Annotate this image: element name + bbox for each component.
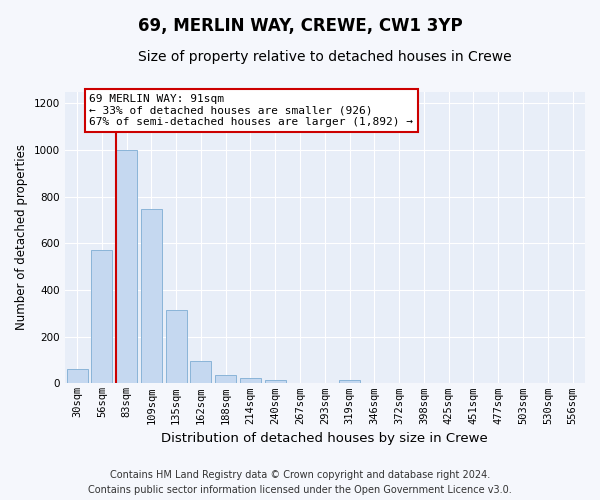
Bar <box>265 380 286 384</box>
Bar <box>116 150 137 384</box>
Bar <box>67 369 88 384</box>
Bar <box>91 250 112 384</box>
Bar <box>339 380 360 384</box>
Y-axis label: Number of detached properties: Number of detached properties <box>15 144 28 330</box>
X-axis label: Distribution of detached houses by size in Crewe: Distribution of detached houses by size … <box>161 432 488 445</box>
Bar <box>240 378 261 384</box>
Title: Size of property relative to detached houses in Crewe: Size of property relative to detached ho… <box>138 50 512 64</box>
Text: Contains HM Land Registry data © Crown copyright and database right 2024.
Contai: Contains HM Land Registry data © Crown c… <box>88 470 512 495</box>
Bar <box>190 361 211 384</box>
Bar <box>166 310 187 384</box>
Bar <box>141 210 162 384</box>
Text: 69, MERLIN WAY, CREWE, CW1 3YP: 69, MERLIN WAY, CREWE, CW1 3YP <box>137 18 463 36</box>
Bar <box>215 374 236 384</box>
Text: 69 MERLIN WAY: 91sqm
← 33% of detached houses are smaller (926)
67% of semi-deta: 69 MERLIN WAY: 91sqm ← 33% of detached h… <box>89 94 413 127</box>
